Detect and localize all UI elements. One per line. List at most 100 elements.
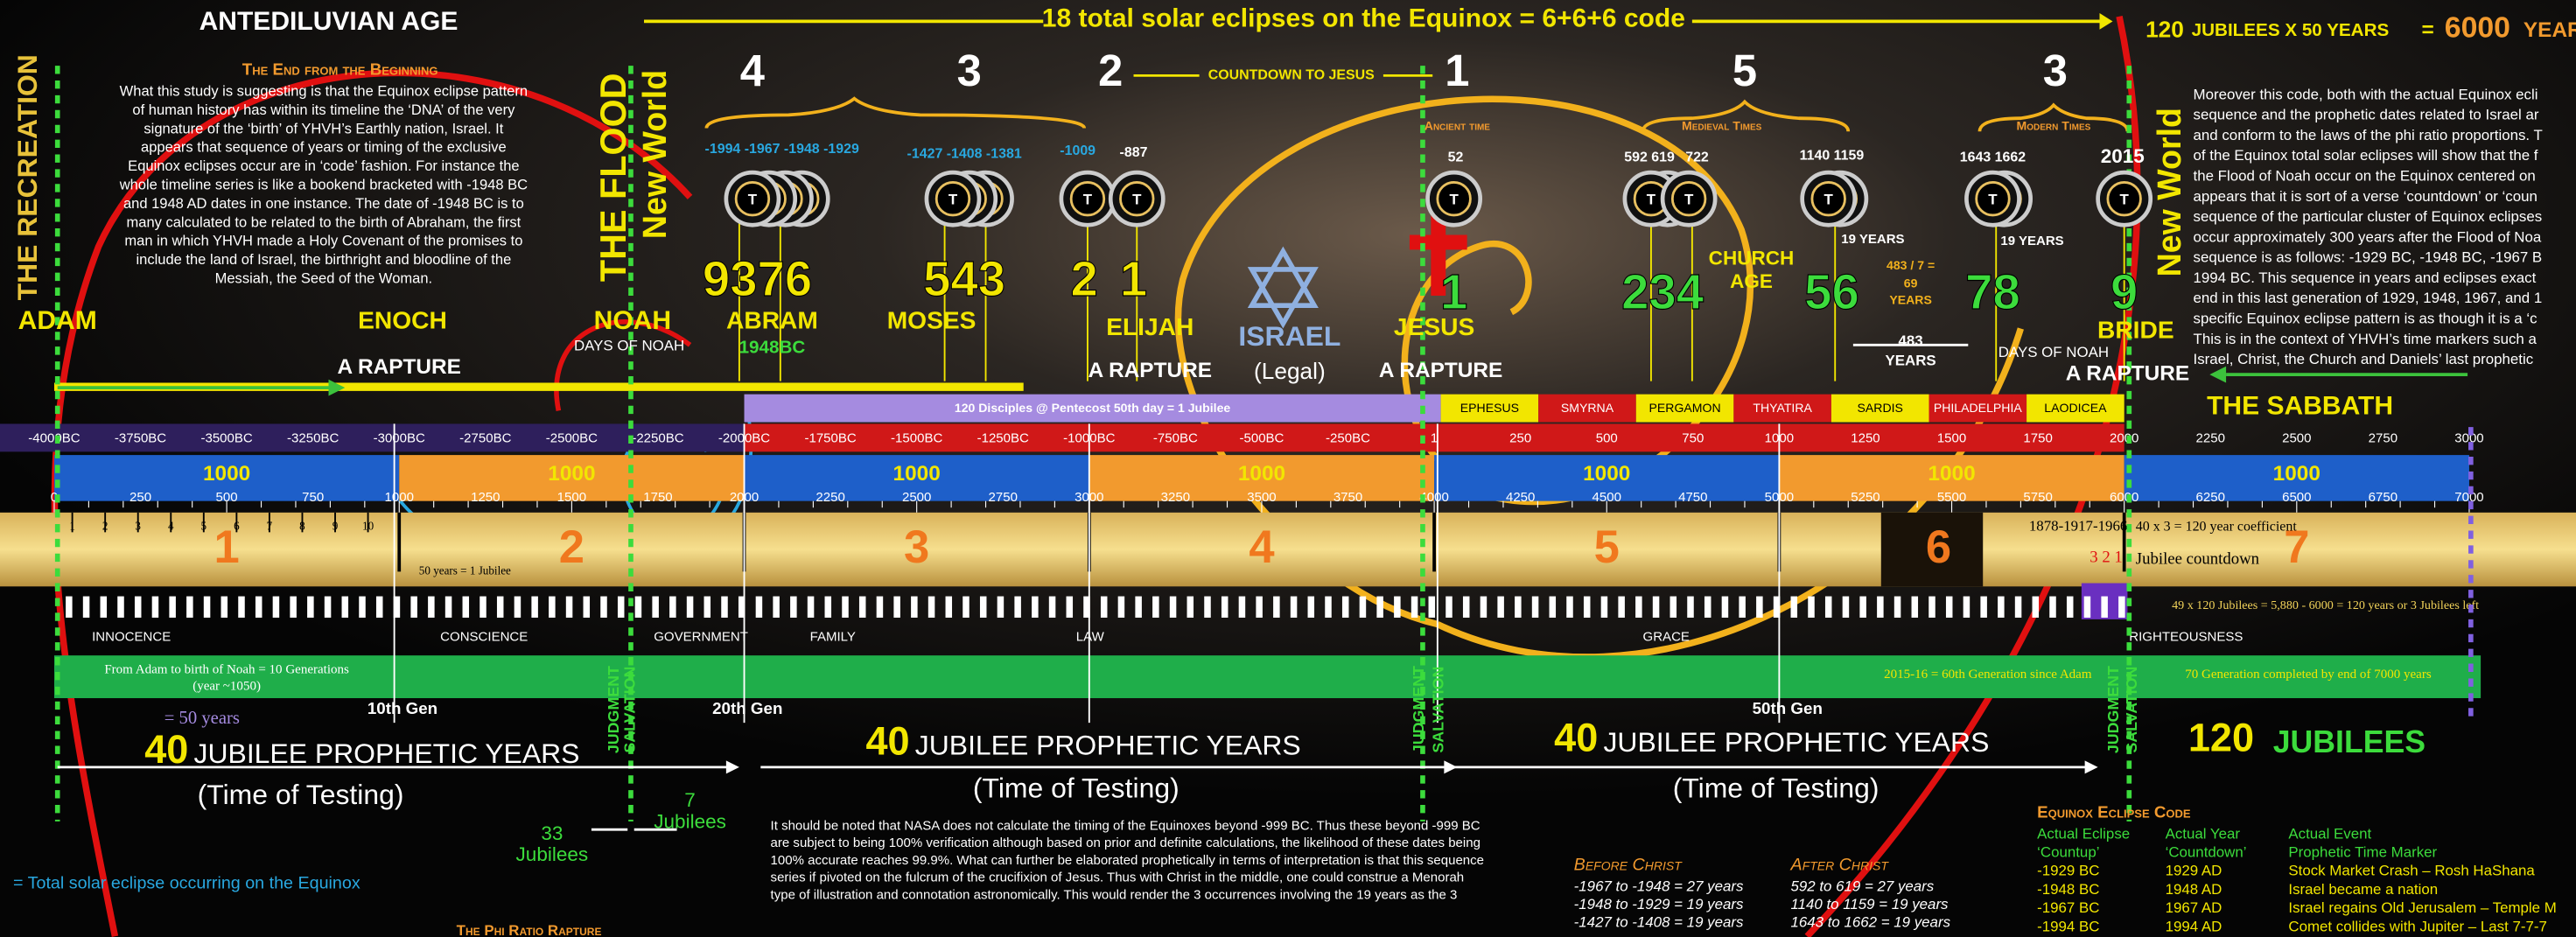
eclipse-digits: 543 [923,251,1005,306]
list-heading: After Christ [1790,856,1890,875]
year-label: -4000BC [28,430,80,445]
jubilee-tick [1291,597,1298,618]
jubilee-tick [1877,597,1884,618]
jubilee-tick [2049,597,2056,618]
jubilee-tick [2101,597,2108,618]
year-label: -2250BC [632,430,683,445]
figure-name: JESUS [1394,313,1474,340]
side-text: sequence is as follows: -1929 BC, -1948 … [2194,249,2543,266]
table-cell: Israel became a nation [2288,881,2438,898]
eclipse-year: 52 [1448,150,1464,164]
jubilee-count: 7 [684,789,696,811]
generation-mark: 10th Gen [368,699,438,717]
jubilee-tick [480,597,486,618]
intro-line: What this study is suggesting is that th… [120,83,528,100]
countdown-number: 3 [957,45,982,95]
judgment-label: JUDGMENT [2104,666,2122,753]
jubilee-tick [980,597,987,618]
jubilee-count: 33 [541,822,563,844]
age-number: 2 [559,521,584,573]
jubilee-tick [1497,597,1504,618]
table-cell: -1948 BC [2037,881,2099,898]
jubilee-tick [600,597,607,618]
jubilee-tick [1653,597,1660,618]
era-label: Modern Times [2017,118,2091,132]
testing-sub: (Time of Testing) [973,773,1180,804]
page: 120 Disciples @ Pentecost 50th day = 1 J… [0,0,2576,937]
year-label: -3750BC [115,430,166,445]
count-label: 2250 [816,490,844,505]
jubilee-tick [1394,597,1401,618]
countdown-number: 2 [1098,45,1123,95]
interval-label: 69 [1904,276,1918,290]
jubilee-tick [1704,597,1712,618]
year-label: 250 [1509,430,1531,445]
ruler-number: 8 [299,520,305,533]
jubilee-tick [1618,597,1625,618]
millennium-label: 1000 [203,462,250,486]
jubilee-tick [497,597,504,618]
eclipse-symbol: T [1449,192,1459,208]
count-label: 1250 [471,490,500,505]
church-name: PHILADELPHIA [1934,401,2023,415]
ruler-number: 2 [102,520,108,533]
year-label: 2750 [2369,430,2398,445]
interval-label: YEARS [1889,292,1932,306]
jubilee-count: Jubilees [516,843,589,865]
pentecost-note: 120 Disciples @ Pentecost 50th day = 1 J… [955,401,1231,415]
eclipse-digits: 234 [1621,264,1704,319]
jubilee-tick [376,597,383,618]
jubilee-tick [463,597,470,618]
eclipse-year: 722 [1685,150,1709,164]
generation-note: (year ~1050) [192,679,261,693]
figure-name: AGE [1730,270,1773,292]
year-label: 2500 [2282,430,2311,445]
intro-line: man in which YHVH made a Holy Covenant o… [124,233,522,249]
jubilee-tick [152,597,159,618]
count-label: 500 [216,490,238,505]
jubilee-tick [549,597,556,618]
table-heading: Equinox Eclipse Code [2037,802,2191,821]
side-text: and conform to the laws of the phi ratio… [2194,127,2543,143]
jubilee-tick [687,597,694,618]
intro-line: many calculated to be related to the bir… [126,213,521,230]
jubilee-tick [1222,597,1228,618]
jubilee-tick [756,597,763,618]
millennium-label: 1000 [1583,462,1630,486]
eclipse-symbol: T [748,192,758,208]
jubilee-tick [842,597,849,618]
dispensation: INNOCENCE [92,629,171,644]
eclipse-year: -887 [1120,145,1148,160]
generation-mark: 50th Gen [1753,699,1823,717]
jubilee-tick [1187,597,1194,618]
jubilee-tick [256,597,262,618]
band-note: 40 x 3 = 120 year coefficient [2136,519,2298,534]
jubilee-tick [428,597,435,618]
legend: = Total solar eclipse occurring on the E… [13,873,360,892]
year-label: -500BC [1239,430,1284,445]
jubilee-tick [1825,597,1832,618]
jubilee-tick [1756,597,1763,618]
intro-heading: The End from the Beginning [242,60,438,79]
eclipse-year: -1009 [1060,143,1096,158]
table-header: Actual Eclipse [2037,825,2130,842]
church-name: SARDIS [1858,401,1903,415]
count-label: 2750 [989,490,1018,505]
table-header: ‘Countup’ [2037,844,2099,861]
jubilee-tick [773,597,780,618]
jubilee-tick [721,597,728,618]
countdown-number: 5 [1732,45,1757,95]
millennium-label: 1000 [2273,462,2320,486]
testing-sub: (Time of Testing) [198,779,404,810]
jubilee-tick [584,597,591,618]
jubilee-tick [66,597,73,618]
figure-name: ISRAEL [1238,320,1340,352]
jubilee-tick [1843,597,1850,618]
figure-name: DAYS OF NOAH [574,338,684,354]
jubilee-tick [962,597,970,618]
jubilee-tick [1273,597,1280,618]
interval-label: 483 [1899,332,1923,349]
dispensation: LAW [1076,629,1105,644]
testing-text: JUBILEE PROPHETIC YEARS [1603,726,1989,758]
vertical-title: THE FLOOD [593,73,634,282]
